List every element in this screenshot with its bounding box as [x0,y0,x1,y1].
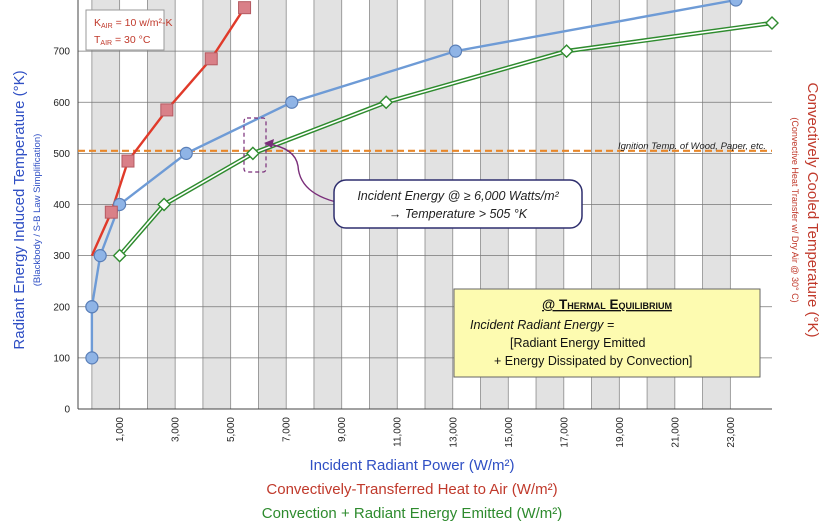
marker-combined [765,16,779,30]
marker-convective [204,52,218,66]
y-axis-left-label: Radiant Energy Induced Temperature (°K) [11,70,28,349]
equilibrium-box [453,288,761,378]
series-layer [90,0,772,358]
y-axis-left-sublabel: (Blackbody / S-B Law Simplification) [32,134,43,287]
y-tick-label: 700 [53,47,70,58]
marker-convective [121,154,135,168]
marker-incident [85,351,99,365]
y-tick-label: 200 [53,302,70,313]
x-tick-label: 17,000 [559,417,570,448]
x-tick-label: 21,000 [670,417,681,448]
callout-arrow [267,143,353,206]
series-line-combined-inner [119,22,772,257]
equilibrium-line1: Incident Radiant Energy = [470,318,614,332]
callout-arrowhead [264,139,274,148]
marker-incident [729,0,743,7]
x-tick-label: 1,000 [115,417,126,442]
marker-layer [85,0,779,365]
marker-convective [104,205,118,219]
x-tick-label: 19,000 [615,417,626,448]
highlight-crossing-box [243,117,267,173]
series-line-incident [90,0,737,358]
x-tick-labels: 1,000 3,000 5,000 7,000 9,000 11,000 13,000 15,… [115,417,737,448]
marker-convective [160,103,174,117]
k-air-value: = 10 w/m²-K [113,17,173,29]
marker-convective [238,1,252,15]
t-air-value: = 30 °C [112,34,151,46]
x-tick-label: 15,000 [504,417,515,448]
x-axis-label-combined: Convection + Radiant Energy Emitted (W/m… [262,505,563,522]
x-axis-label-convective: Convectively-Transferred Heat to Air (W/… [266,481,557,498]
x-tick-label: 11,000 [393,417,404,447]
y-axis-right-sublabel: (Convective Heat Transfer w/ Dry Air @ 3… [790,117,800,302]
parameters-box [85,9,165,51]
x-tick-label: 5,000 [226,417,237,442]
equilibrium-title: @ Thermal Equilibrium [542,297,672,312]
equilibrium-line3: + Energy Dissipated by Convection] [494,354,692,368]
callout-line1: Incident Energy @ ≥ 6,000 Watts/m² [357,189,559,203]
ignition-reference-label: Ignition Temp. of Wood, Paper, etc. [618,141,766,152]
y-tick-label: 300 [53,251,70,262]
t-air-subscript: AIR [100,40,112,47]
k-air-label: KAIR = 10 w/m²-K [94,17,173,30]
y-axis-right-label: Convectively Cooled Temperature (°K) [804,83,821,338]
callout-box [333,179,583,229]
marker-incident [448,44,463,58]
marker-combined [379,95,394,110]
marker-incident [93,249,107,263]
marker-combined [559,44,574,59]
y-tick-label: 0 [64,405,70,416]
x-tick-label: 23,000 [726,417,737,448]
k-air-subscript: AIR [101,23,113,30]
x-tick-label: 7,000 [282,417,293,442]
marker-combined [157,197,172,212]
t-air-label: TAIR = 30 °C [94,34,151,47]
y-tick-label: 100 [53,353,70,364]
equilibrium-line2: [Radiant Energy Emitted [510,336,646,350]
marker-incident [179,146,193,160]
marker-incident [285,95,299,109]
t-air-prefix: T [94,34,101,46]
x-tick-label: 3,000 [171,417,182,442]
marker-combined [112,248,127,263]
y-tick-label: 400 [53,200,70,211]
y-tick-label: 500 [53,149,70,160]
x-axis-label-incident: Incident Radiant Power (W/m²) [309,457,514,474]
callout-line2: → Temperature > 505 °K [389,207,528,221]
series-line-convective [90,7,246,257]
marker-combined [245,146,260,161]
marker-incident [85,300,99,314]
x-tick-label: 13,000 [448,417,459,448]
y-tick-labels: 0 100 200 300 400 500 600 700 [53,47,70,416]
x-tick-label: 9,000 [337,417,348,442]
y-tick-label: 600 [53,98,70,109]
k-air-prefix: K [94,17,101,29]
